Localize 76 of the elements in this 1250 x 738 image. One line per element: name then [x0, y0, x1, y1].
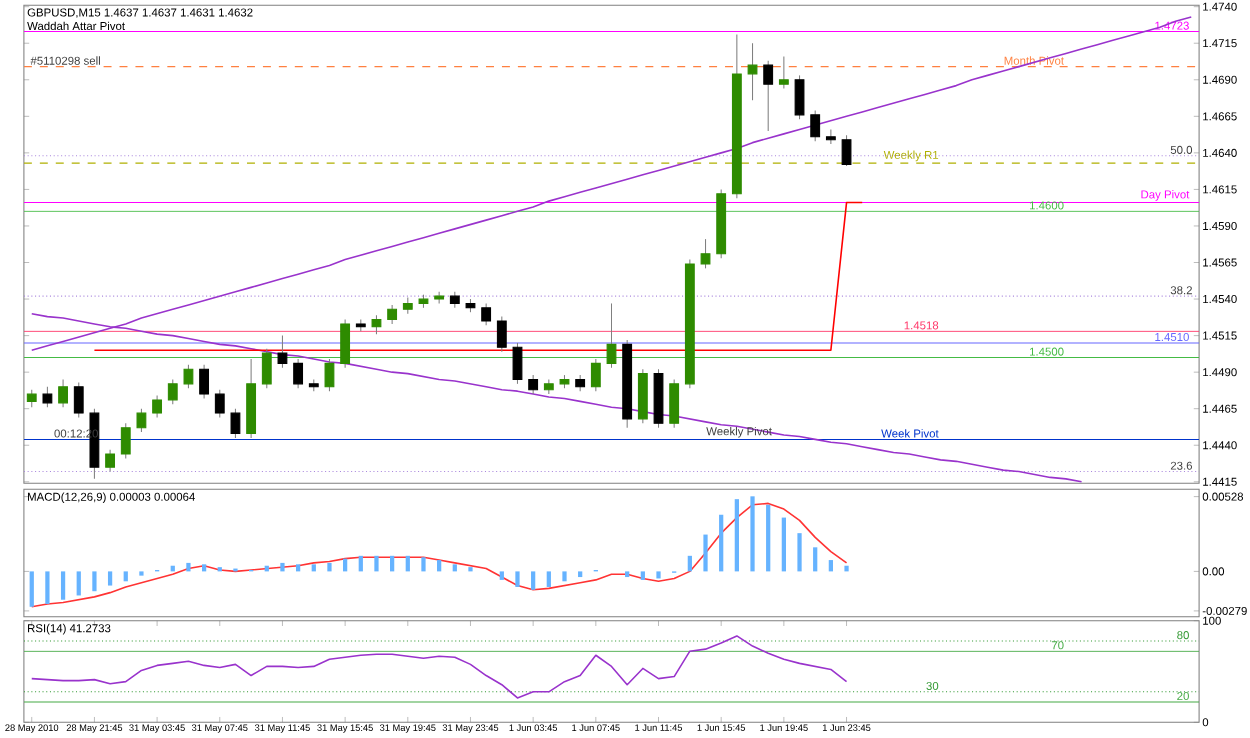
bar	[45, 571, 50, 604]
bar	[625, 571, 630, 577]
bar	[813, 547, 818, 572]
bar	[374, 555, 379, 572]
candlestick	[637, 368, 648, 424]
bar	[703, 534, 708, 572]
bar	[687, 555, 692, 572]
candlestick	[73, 381, 84, 418]
bar	[640, 571, 645, 580]
candlestick	[700, 238, 711, 269]
bar	[76, 571, 81, 596]
candlestick	[606, 302, 617, 369]
candlestick	[136, 408, 147, 433]
bar	[421, 557, 426, 572]
candlestick	[277, 334, 288, 369]
bar	[766, 504, 771, 572]
candlestick	[794, 74, 805, 120]
bar	[327, 562, 332, 572]
bar	[828, 559, 833, 572]
bar	[201, 564, 207, 572]
bar	[844, 565, 849, 572]
candlestick	[528, 374, 539, 395]
bar	[60, 571, 66, 600]
bar	[546, 571, 551, 587]
candlestick	[763, 60, 774, 132]
bar	[515, 571, 520, 587]
bar	[750, 496, 755, 572]
bar	[719, 514, 724, 572]
candlestick	[747, 42, 758, 101]
bar	[107, 571, 113, 586]
candlestick	[810, 109, 821, 142]
candlestick	[58, 378, 68, 408]
candlestick	[183, 364, 194, 389]
candlestick	[371, 314, 382, 335]
bar	[781, 517, 786, 572]
bar	[29, 571, 34, 607]
bar	[358, 555, 363, 572]
candlestick	[105, 449, 116, 472]
bar	[390, 555, 395, 572]
bar	[562, 571, 567, 582]
bar	[405, 555, 410, 572]
bar	[311, 564, 316, 572]
bar	[656, 571, 661, 579]
candlestick	[512, 342, 523, 385]
candlestick	[42, 386, 53, 408]
candlestick	[481, 302, 492, 326]
candlestick	[230, 408, 241, 439]
candlestick	[293, 358, 304, 389]
candlestick	[324, 358, 335, 392]
candlestick	[590, 358, 601, 392]
bar	[797, 533, 802, 572]
candlestick	[261, 348, 272, 389]
bar	[123, 571, 128, 582]
bar	[531, 571, 536, 590]
candlestick	[167, 378, 178, 405]
bar	[437, 559, 442, 572]
bar	[280, 562, 285, 572]
candlestick	[434, 291, 445, 304]
candlestick	[669, 378, 680, 429]
candlestick	[214, 389, 225, 418]
bar	[92, 571, 97, 592]
candlestick	[387, 304, 398, 325]
candlestick	[152, 394, 163, 418]
candlestick	[841, 134, 852, 167]
bar	[186, 562, 191, 572]
bar	[578, 571, 583, 577]
candlestick	[199, 364, 210, 399]
candlestick	[778, 55, 789, 89]
bar	[499, 571, 504, 580]
bar	[734, 499, 739, 572]
candlestick	[340, 318, 351, 369]
bar	[452, 564, 457, 572]
bar	[296, 564, 301, 572]
candlestick	[120, 422, 131, 459]
candlestick	[496, 315, 507, 353]
candlestick	[825, 128, 836, 145]
